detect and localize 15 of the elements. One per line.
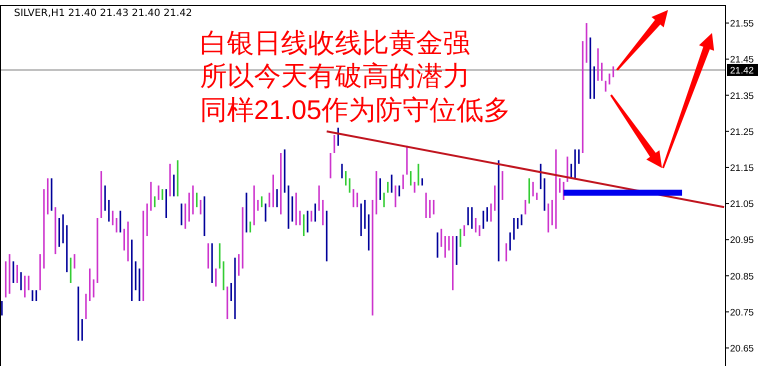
chart-title: SILVER,H1 21.40 21.43 21.40 21.42 xyxy=(14,8,192,19)
y-tick-label: 21.15 xyxy=(730,162,754,174)
y-tick-label: 21.55 xyxy=(730,18,754,30)
y-tick-label: 21.35 xyxy=(730,90,754,102)
y-tick-label: 21.45 xyxy=(730,54,754,66)
y-tick-label: 21.25 xyxy=(730,126,754,138)
y-tick-label: 20.75 xyxy=(730,307,754,318)
ref-line-label: 21.42 xyxy=(730,65,754,76)
annotation: 白银日线收线比黄金强 xyxy=(200,28,470,58)
y-tick-label: 21.05 xyxy=(730,199,754,210)
annotation: 所以今天有破高的潜力 xyxy=(200,61,470,91)
annotation: 同样21.05作为防守位低多 xyxy=(200,95,511,125)
y-tick-label: 20.65 xyxy=(730,343,754,354)
y-tick-label: 20.95 xyxy=(730,235,754,246)
y-tick-label: 20.85 xyxy=(730,271,754,282)
